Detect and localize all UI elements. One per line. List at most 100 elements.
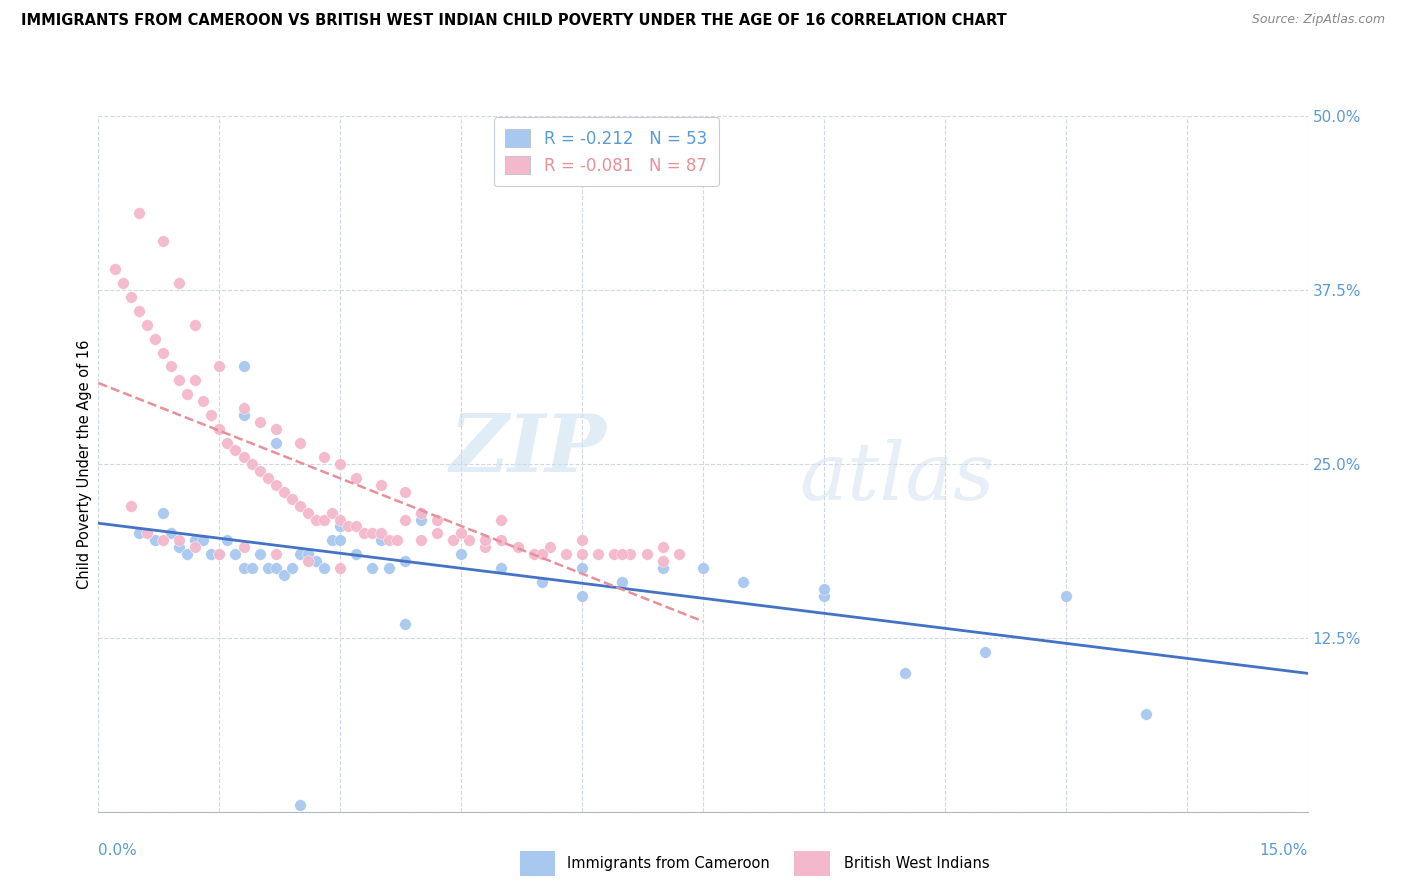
Point <box>893 665 915 680</box>
Point <box>692 561 714 575</box>
Point <box>394 484 416 499</box>
Point <box>232 401 254 416</box>
Point <box>370 477 392 491</box>
Point <box>297 506 319 520</box>
Point <box>208 359 231 374</box>
Point <box>474 541 496 555</box>
Point <box>152 506 174 520</box>
Point <box>160 359 183 374</box>
Point <box>208 547 231 561</box>
Point <box>264 436 287 450</box>
Point <box>167 541 190 555</box>
Point <box>232 541 254 555</box>
Point <box>450 526 472 541</box>
Point <box>491 512 513 526</box>
Point <box>474 533 496 548</box>
Point <box>288 797 311 812</box>
Point <box>152 533 174 548</box>
Point <box>385 533 408 548</box>
Point <box>377 533 399 548</box>
Point <box>288 547 311 561</box>
Point <box>651 554 673 568</box>
Point <box>329 561 352 575</box>
Point <box>458 533 481 548</box>
Point <box>612 575 634 590</box>
Point <box>281 491 304 506</box>
Point <box>1054 589 1077 603</box>
Point <box>409 533 432 548</box>
Point <box>160 526 183 541</box>
Point <box>530 575 553 590</box>
Point <box>1135 707 1157 722</box>
Point <box>184 533 207 548</box>
Point <box>232 450 254 464</box>
Text: Immigrants from Cameroon: Immigrants from Cameroon <box>567 856 769 871</box>
Point <box>361 526 384 541</box>
Point <box>111 276 134 290</box>
Point <box>224 442 246 457</box>
Legend: R = -0.212   N = 53, R = -0.081   N = 87: R = -0.212 N = 53, R = -0.081 N = 87 <box>494 118 718 186</box>
Point <box>538 541 561 555</box>
Point <box>256 471 278 485</box>
Point <box>143 332 166 346</box>
Point <box>224 547 246 561</box>
Point <box>135 318 157 332</box>
Point <box>491 561 513 575</box>
Point <box>344 519 367 533</box>
Point <box>733 575 755 590</box>
Point <box>409 512 432 526</box>
Point <box>651 541 673 555</box>
Point <box>394 616 416 631</box>
Point <box>377 561 399 575</box>
Point <box>103 262 125 277</box>
Point <box>193 394 215 409</box>
Point <box>603 547 626 561</box>
Point <box>344 471 367 485</box>
Point <box>370 533 392 548</box>
Text: IMMIGRANTS FROM CAMEROON VS BRITISH WEST INDIAN CHILD POVERTY UNDER THE AGE OF 1: IMMIGRANTS FROM CAMEROON VS BRITISH WEST… <box>21 13 1007 29</box>
Point <box>555 547 578 561</box>
Point <box>264 422 287 436</box>
Point <box>167 533 190 548</box>
Point <box>450 547 472 561</box>
Point <box>651 561 673 575</box>
Point <box>256 561 278 575</box>
Point <box>232 561 254 575</box>
Point <box>329 519 352 533</box>
Point <box>361 561 384 575</box>
Text: atlas: atlas <box>800 439 995 516</box>
Point <box>813 582 835 596</box>
Point <box>184 541 207 555</box>
Point <box>441 533 464 548</box>
Point <box>394 554 416 568</box>
Point <box>200 547 222 561</box>
Point <box>208 422 231 436</box>
Point <box>249 464 271 478</box>
Point <box>167 276 190 290</box>
Point <box>344 547 367 561</box>
Text: ZIP: ZIP <box>450 411 606 489</box>
Text: Source: ZipAtlas.com: Source: ZipAtlas.com <box>1251 13 1385 27</box>
Point <box>426 512 449 526</box>
Point <box>370 526 392 541</box>
Point <box>143 533 166 548</box>
Point <box>240 561 263 575</box>
Point <box>200 408 222 422</box>
Point <box>409 506 432 520</box>
Point <box>321 533 343 548</box>
Point <box>281 561 304 575</box>
Point <box>193 533 215 548</box>
Point <box>152 234 174 248</box>
Point <box>217 533 239 548</box>
Point <box>297 547 319 561</box>
Point <box>506 541 529 555</box>
Point <box>288 499 311 513</box>
Point <box>321 506 343 520</box>
Point <box>128 526 150 541</box>
Point <box>264 477 287 491</box>
Point <box>273 484 295 499</box>
Point <box>208 547 231 561</box>
Point <box>297 554 319 568</box>
Point <box>612 547 634 561</box>
Point <box>184 318 207 332</box>
